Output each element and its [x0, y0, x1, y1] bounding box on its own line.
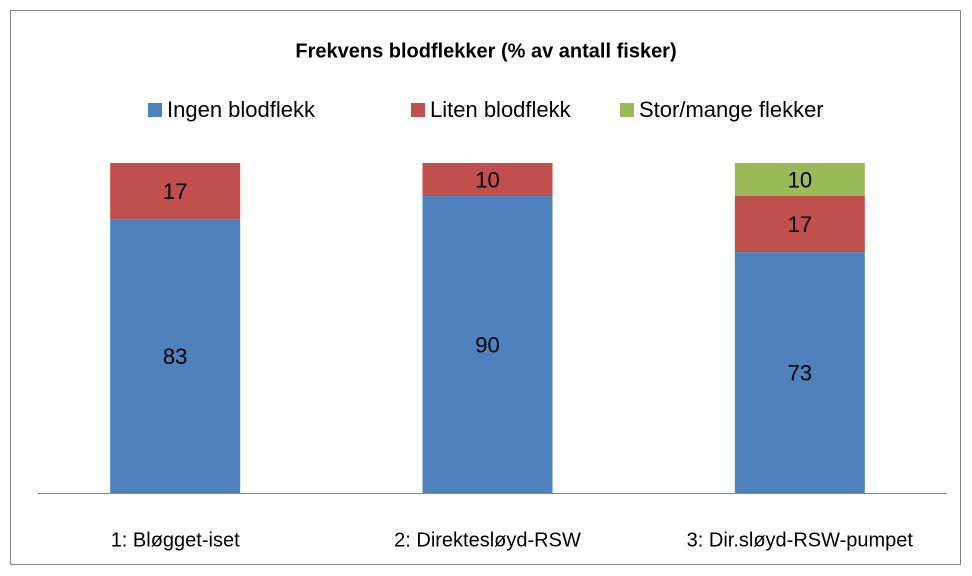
bar-segment: [422, 163, 553, 196]
x-tick-label: 1: Bløgget-iset: [111, 529, 240, 551]
data-label: 10: [475, 167, 499, 192]
legend-label: Liten blodflekk: [430, 97, 572, 122]
data-label: 83: [163, 344, 187, 369]
bar-segment: [734, 163, 865, 196]
x-tick-label: 2: Direktesløyd-RSW: [394, 529, 581, 551]
data-label: 17: [163, 179, 187, 204]
bar-segment: [110, 163, 241, 220]
bar-segment: [734, 252, 865, 493]
chart-title: Frekvens blodflekker (% av antall fisker…: [295, 40, 676, 62]
legend-swatch: [411, 103, 425, 117]
data-label: 90: [475, 332, 499, 357]
bar-segment: [422, 196, 553, 493]
x-tick-label: 3: Dir.sløyd-RSW-pumpet: [687, 529, 914, 551]
legend-swatch: [620, 103, 634, 117]
bar-segment: [734, 196, 865, 253]
data-label: 17: [788, 212, 812, 237]
bar-segment: [110, 219, 241, 493]
legend-label: Ingen blodflekk: [167, 97, 316, 122]
legend-label: Stor/mange flekker: [639, 97, 824, 122]
data-label: 73: [788, 360, 812, 385]
data-label: 10: [788, 167, 812, 192]
legend-swatch: [148, 103, 162, 117]
